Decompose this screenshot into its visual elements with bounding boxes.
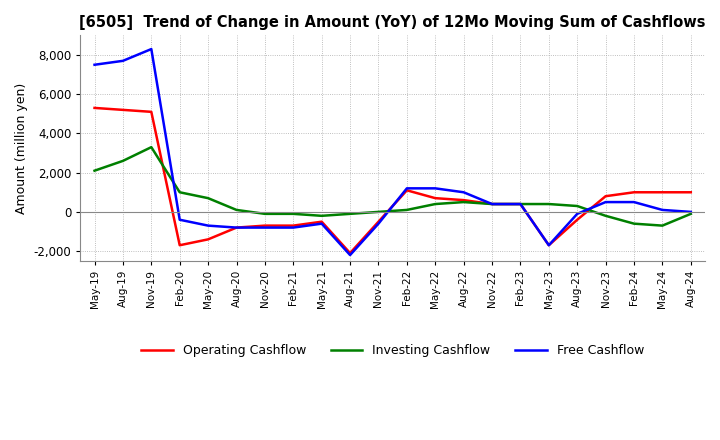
Investing Cashflow [176,190,184,195]
Free Cashflow [601,199,610,205]
Operating Cashflow [487,202,496,207]
Operating Cashflow [176,242,184,248]
Investing Cashflow [90,168,99,173]
Free Cashflow [431,186,440,191]
Investing Cashflow [232,207,240,213]
Investing Cashflow [318,213,326,218]
Investing Cashflow [630,221,639,226]
Free Cashflow [459,190,468,195]
Operating Cashflow [601,194,610,199]
Investing Cashflow [573,203,582,209]
Line: Operating Cashflow: Operating Cashflow [94,108,690,253]
Investing Cashflow [374,209,383,215]
Operating Cashflow [289,223,297,228]
Line: Free Cashflow: Free Cashflow [94,49,690,255]
Free Cashflow [176,217,184,222]
Investing Cashflow [346,211,354,216]
Free Cashflow [573,211,582,216]
Operating Cashflow [374,219,383,224]
Free Cashflow [630,199,639,205]
Investing Cashflow [459,199,468,205]
Investing Cashflow [487,202,496,207]
Line: Investing Cashflow: Investing Cashflow [94,147,690,226]
Y-axis label: Amount (million yen): Amount (million yen) [15,83,28,214]
Free Cashflow [318,221,326,226]
Operating Cashflow [544,242,553,248]
Free Cashflow [119,58,127,63]
Investing Cashflow [147,144,156,150]
Investing Cashflow [686,211,695,216]
Free Cashflow [544,242,553,248]
Operating Cashflow [459,198,468,203]
Operating Cashflow [686,190,695,195]
Free Cashflow [516,202,525,207]
Title: [6505]  Trend of Change in Amount (YoY) of 12Mo Moving Sum of Cashflows: [6505] Trend of Change in Amount (YoY) o… [79,15,706,30]
Investing Cashflow [119,158,127,164]
Free Cashflow [289,225,297,230]
Operating Cashflow [318,219,326,224]
Free Cashflow [658,207,667,213]
Free Cashflow [90,62,99,67]
Investing Cashflow [658,223,667,228]
Operating Cashflow [402,188,411,193]
Operating Cashflow [147,109,156,114]
Operating Cashflow [204,237,212,242]
Operating Cashflow [658,190,667,195]
Operating Cashflow [346,250,354,256]
Investing Cashflow [601,213,610,218]
Investing Cashflow [402,207,411,213]
Free Cashflow [686,209,695,215]
Operating Cashflow [516,202,525,207]
Free Cashflow [232,225,240,230]
Operating Cashflow [90,105,99,110]
Free Cashflow [204,223,212,228]
Free Cashflow [402,186,411,191]
Operating Cashflow [431,195,440,201]
Operating Cashflow [573,217,582,222]
Investing Cashflow [544,202,553,207]
Free Cashflow [374,221,383,226]
Operating Cashflow [232,225,240,230]
Free Cashflow [346,253,354,258]
Investing Cashflow [289,211,297,216]
Operating Cashflow [261,223,269,228]
Investing Cashflow [516,202,525,207]
Investing Cashflow [261,211,269,216]
Investing Cashflow [204,195,212,201]
Operating Cashflow [630,190,639,195]
Free Cashflow [147,47,156,52]
Free Cashflow [487,202,496,207]
Operating Cashflow [119,107,127,113]
Investing Cashflow [431,202,440,207]
Legend: Operating Cashflow, Investing Cashflow, Free Cashflow: Operating Cashflow, Investing Cashflow, … [136,339,649,363]
Free Cashflow [261,225,269,230]
